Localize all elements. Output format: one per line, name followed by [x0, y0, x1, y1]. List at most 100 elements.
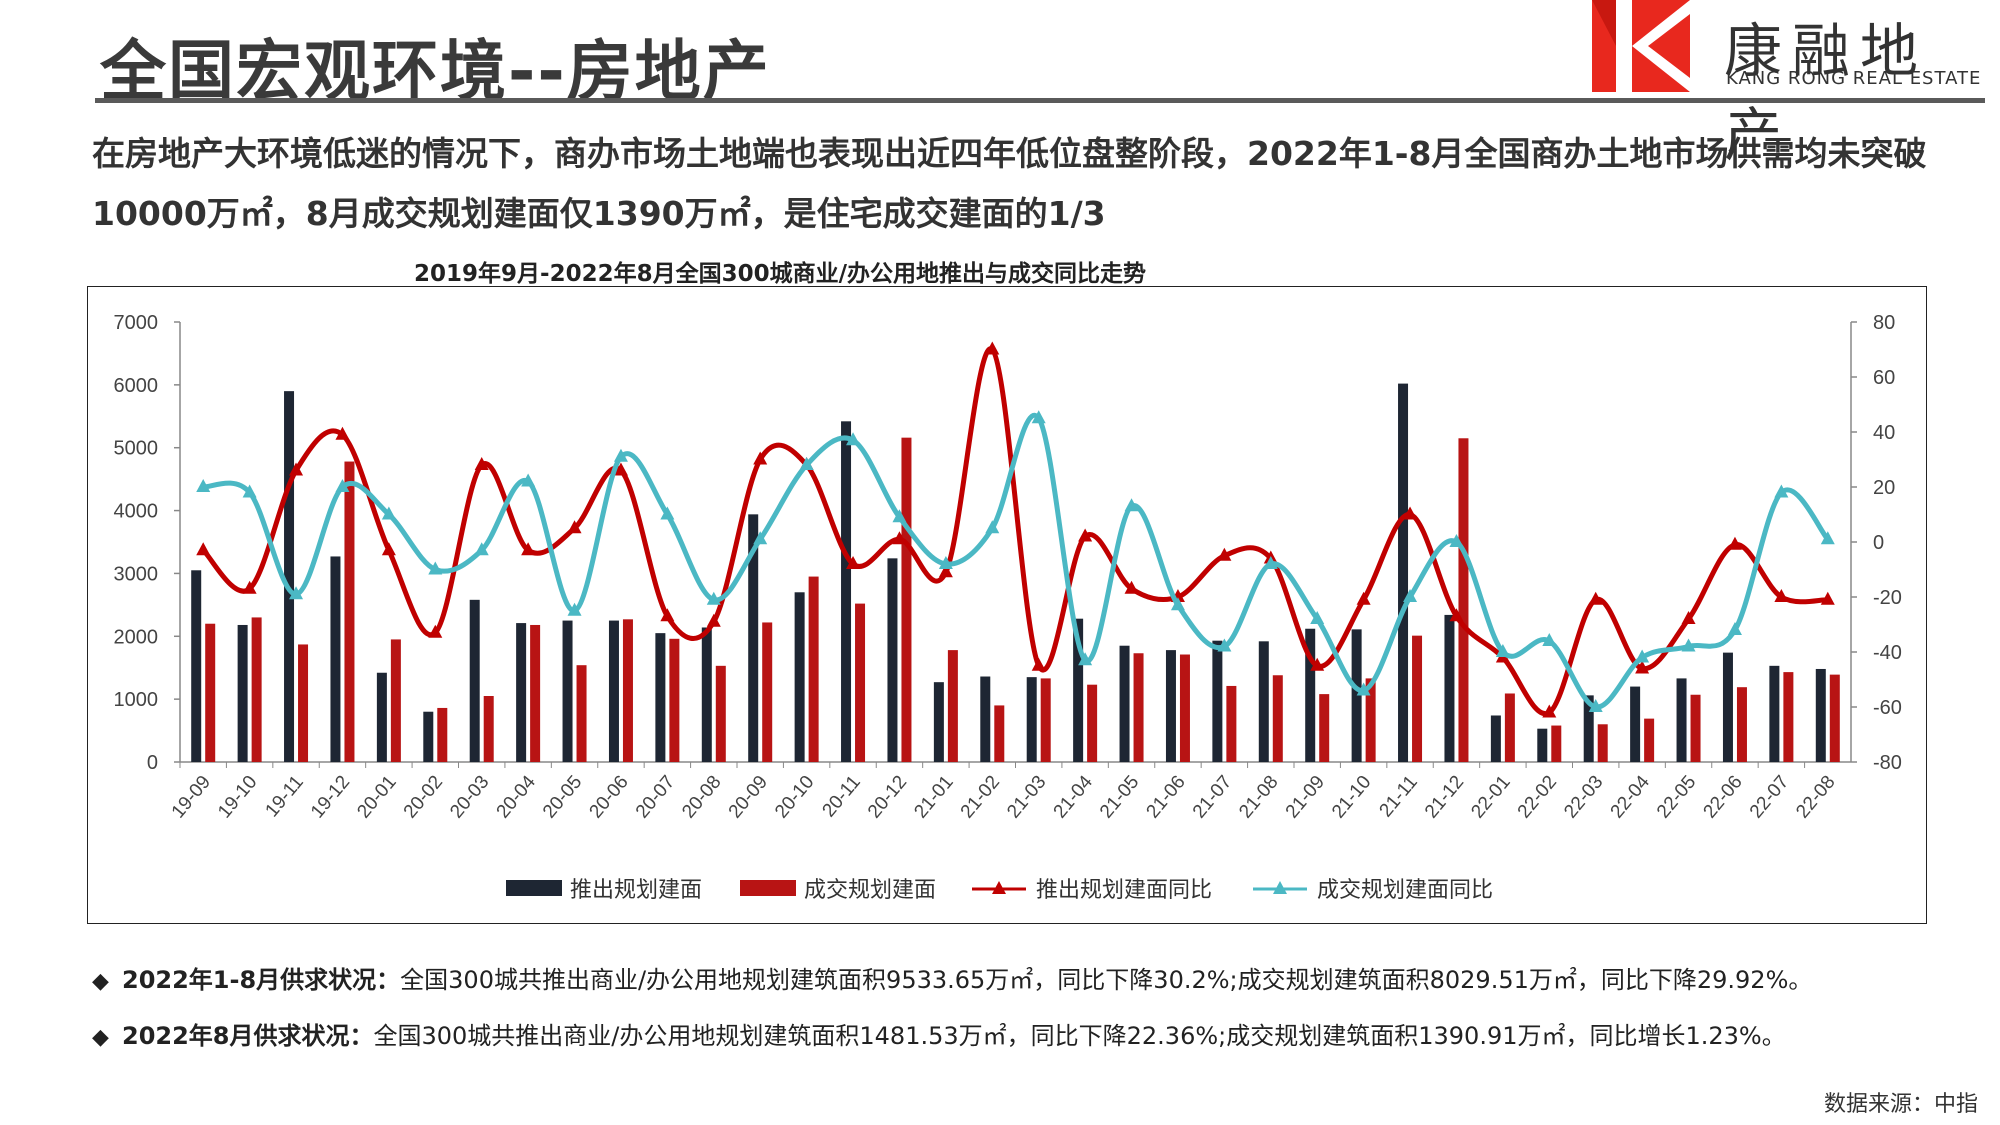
- marker-supply-yoy: [706, 613, 721, 627]
- marker-supply-yoy: [1356, 591, 1371, 605]
- marker-transaction-yoy: [1356, 682, 1371, 696]
- bar-transaction: [808, 576, 819, 762]
- bar-supply: [330, 556, 341, 762]
- x-axis-tick-label: 21-09: [1282, 772, 1329, 823]
- x-axis-tick-label: 21-11: [1375, 772, 1421, 822]
- bar-transaction: [437, 707, 448, 762]
- bar-transaction: [1783, 672, 1794, 762]
- bar-supply: [423, 711, 434, 762]
- bar-transaction: [576, 665, 587, 762]
- bar-transaction: [1179, 654, 1190, 762]
- bar-transaction: [1504, 693, 1515, 762]
- x-axis-tick-label: 22-04: [1607, 771, 1655, 822]
- legend-swatch: [740, 880, 796, 896]
- left-axis-tick-label: 7000: [114, 312, 159, 334]
- x-axis-tick-label: 20-09: [725, 772, 772, 823]
- legend-label: 成交规划建面同比: [1317, 878, 1493, 903]
- marker-supply-yoy: [335, 426, 350, 440]
- marker-supply-yoy: [1542, 704, 1557, 718]
- x-axis-tick-label: 22-08: [1792, 772, 1839, 823]
- marker-supply-yoy: [1727, 536, 1742, 550]
- bar-transaction: [344, 461, 355, 762]
- bar-supply: [562, 620, 573, 762]
- right-axis-tick-label: 80: [1873, 312, 1895, 334]
- marker-transaction-yoy: [196, 479, 211, 492]
- right-axis-tick-label: 20: [1873, 477, 1895, 499]
- x-axis-tick-label: 21-07: [1189, 772, 1236, 823]
- bar-supply: [237, 624, 248, 762]
- marker-supply-yoy: [1217, 547, 1232, 561]
- chart-frame: 0 1000 2000 3000 4000 5000 6000 7000 -80 -60 -40 -2…: [87, 286, 1927, 924]
- right-axis-tick-label: -60: [1873, 697, 1902, 719]
- legend-label: 成交规划建面: [804, 878, 936, 903]
- legend-swatch: [506, 880, 562, 896]
- x-axis-tick-label: 21-08: [1235, 772, 1282, 823]
- bullet-ytd-supply: ◆ 2022年1-8月供求状况：全国300城共推出商业/办公用地规划建筑面积953…: [92, 960, 1812, 995]
- bar-transaction: [762, 622, 773, 762]
- marker-transaction-yoy: [335, 479, 350, 492]
- logo-chinese-text: 康融地产: [1724, 17, 1929, 169]
- left-axis-tick-label: 6000: [114, 375, 159, 397]
- x-axis-tick-label: 19-10: [214, 772, 261, 823]
- bar-supply: [1258, 641, 1269, 762]
- marker-transaction-yoy: [799, 457, 814, 470]
- x-axis-tick-label: 21-04: [1050, 771, 1098, 822]
- marker-transaction-yoy: [1310, 611, 1325, 624]
- bar-supply: [1537, 728, 1548, 762]
- bar-transaction: [1736, 687, 1747, 762]
- bar-transaction: [205, 623, 216, 762]
- right-axis-tick-label: 40: [1873, 422, 1895, 444]
- left-axis-tick-label: 4000: [114, 501, 159, 523]
- marker-supply-yoy: [428, 624, 443, 638]
- line-supply-yoy: [201, 346, 1828, 717]
- right-axis-tick-label: 60: [1873, 367, 1895, 389]
- marker-supply-yoy: [242, 580, 257, 594]
- x-axis-tick-label: 22-03: [1560, 772, 1607, 823]
- x-axis-tick-label: 22-01: [1467, 772, 1514, 823]
- marker-transaction-yoy: [1727, 622, 1742, 635]
- left-axis-tick-label: 1000: [114, 689, 159, 711]
- legend-label: 推出规划建面: [570, 878, 702, 903]
- bullet-text: 全国300城共推出商业/办公用地规划建筑面积1481.53万㎡，同比下降22.3…: [373, 1022, 1786, 1050]
- right-axis-tick-label: -40: [1873, 642, 1902, 664]
- x-axis-tick-label: 20-10: [771, 772, 818, 823]
- bar-transaction: [1412, 635, 1423, 762]
- marker-transaction-yoy: [428, 561, 443, 575]
- marker-supply-yoy: [289, 462, 304, 476]
- marker-transaction-yoy: [1031, 410, 1046, 424]
- bar-supply: [748, 514, 759, 762]
- x-axis-tick-label: 20-07: [632, 772, 679, 823]
- marker-supply-yoy: [985, 341, 1000, 355]
- marker-transaction-yoy: [289, 586, 304, 600]
- marker-transaction-yoy: [1820, 531, 1835, 545]
- marker-supply-yoy: [1124, 580, 1139, 594]
- left-axis-tick-label: 3000: [114, 563, 159, 585]
- bar-transaction: [1272, 675, 1283, 762]
- marker-supply-yoy: [1078, 528, 1093, 542]
- marker-supply-yoy: [753, 451, 768, 465]
- bar-transaction: [1644, 718, 1655, 762]
- bar-supply: [1165, 650, 1176, 762]
- x-axis-tick-label: 22-07: [1746, 772, 1793, 823]
- bar-supply: [1676, 678, 1687, 762]
- marker-transaction-yoy: [1263, 556, 1278, 569]
- bar-transaction: [715, 665, 726, 762]
- marker-supply-yoy: [1681, 611, 1696, 624]
- marker-supply-yoy: [846, 556, 861, 569]
- bar-transaction: [1551, 725, 1562, 762]
- diamond-bullet-icon: ◆: [92, 1025, 109, 1050]
- bullet-august-supply: ◆ 2022年8月供求状况：全国300城共推出商业/办公用地规划建筑面积1481.…: [92, 1016, 1786, 1051]
- marker-transaction-yoy: [985, 520, 1000, 534]
- bar-transaction: [1458, 438, 1469, 762]
- marker-supply-yoy: [1774, 589, 1789, 602]
- bar-supply: [1769, 665, 1780, 762]
- bar-transaction: [1040, 678, 1051, 762]
- x-axis-tick-label: 20-01: [353, 772, 400, 823]
- marker-transaction-yoy: [892, 509, 907, 523]
- marker-supply-yoy: [474, 457, 489, 470]
- bar-supply: [1490, 715, 1501, 762]
- x-axis-tick-label: 19-09: [168, 772, 215, 823]
- bar-transaction: [669, 638, 680, 762]
- bar-transaction: [901, 437, 912, 762]
- x-axis-tick-label: 20-04: [493, 771, 541, 822]
